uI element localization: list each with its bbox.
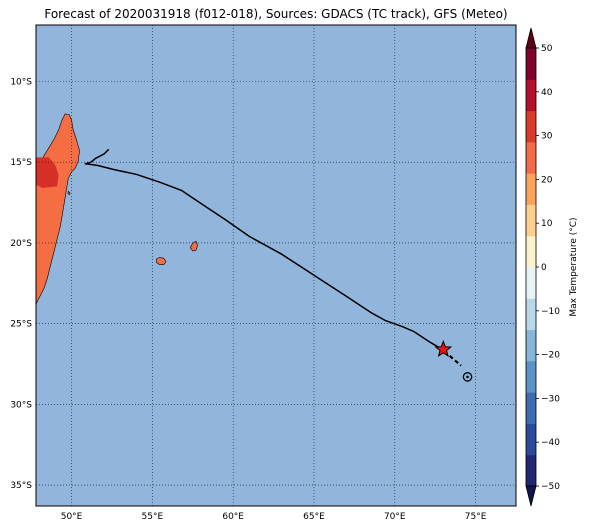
longitude-tick-label: 70°E xyxy=(384,512,406,522)
latitude-tick-label: 20°S xyxy=(10,239,32,249)
forecast-track-line xyxy=(448,355,462,367)
colorbar-tick-label: −30 xyxy=(541,394,560,404)
colorbar-segment xyxy=(526,173,536,205)
map-frame xyxy=(35,24,517,507)
graticule xyxy=(36,25,516,506)
forecast-position-dot xyxy=(466,375,469,379)
colorbar-tick-label: 30 xyxy=(541,132,553,142)
ocean xyxy=(36,25,516,506)
colorbar-segment xyxy=(526,204,536,237)
longitude-tick-label: 60°E xyxy=(222,512,244,522)
landmass-mauritius xyxy=(189,240,198,252)
colorbar-tick-label: 0 xyxy=(541,263,547,273)
latitude-tick-label: 35°S xyxy=(10,481,32,491)
cyclone-track-layer xyxy=(84,148,473,382)
colorbar-segment xyxy=(526,360,536,393)
colorbar-segment xyxy=(526,110,536,143)
longitude-tick-label: 50°E xyxy=(61,512,83,522)
latitude-tick-label: 10°S xyxy=(10,77,32,87)
colorbar-tick-label: −40 xyxy=(541,438,560,448)
latitude-ticks: 10°S 15°S 20°S 25°S 30°S 35°S xyxy=(10,77,32,491)
colorbar: 50 40 30 20 10 0 −10 −20 −30 −40 −50 Max Temperatur… xyxy=(525,27,579,507)
latitude-tick-label: 30°S xyxy=(10,400,32,410)
map-title: Forecast of 2020031918 (f012-018), Sourc… xyxy=(44,7,508,21)
land-layer xyxy=(36,113,198,305)
colorbar-segment xyxy=(526,141,536,174)
latitude-tick-label: 25°S xyxy=(10,320,32,330)
colorbar-segment xyxy=(526,79,536,112)
longitude-tick-label: 75°E xyxy=(465,512,487,522)
colorbar-tick-label: 20 xyxy=(541,175,553,185)
colorbar-min-extension xyxy=(525,485,537,507)
colorbar-tick-label: 10 xyxy=(541,219,553,229)
colorbar-max-extension xyxy=(525,27,537,49)
colorbar-segment xyxy=(526,298,536,331)
colorbar-tick-label: 40 xyxy=(541,88,553,98)
landmass-reunion xyxy=(156,257,167,266)
colorbar-segment xyxy=(526,235,536,268)
colorbar-segment xyxy=(526,48,536,80)
temperature-patch xyxy=(36,157,59,188)
cyclone-track-line xyxy=(84,148,444,351)
colorbar-segment xyxy=(526,329,536,362)
colorbar-segment xyxy=(526,454,536,487)
colorbar-tick-label: 50 xyxy=(541,44,553,54)
colorbar-tick-label: −20 xyxy=(541,351,560,361)
latitude-tick-label: 15°S xyxy=(10,158,32,168)
colorbar-segment xyxy=(526,267,536,299)
longitude-ticks: 50°E 55°E 60°E 65°E 70°E 75°E xyxy=(61,512,487,522)
colorbar-segment xyxy=(526,423,536,456)
longitude-tick-label: 55°E xyxy=(142,512,164,522)
map-area[interactable] xyxy=(35,24,517,507)
colorbar-label: Max Temperature (°C) xyxy=(569,217,579,316)
forecast-position-ring-icon[interactable] xyxy=(462,372,473,382)
current-position-star-icon[interactable] xyxy=(434,339,453,358)
longitude-tick-label: 65°E xyxy=(303,512,325,522)
colorbar-segment xyxy=(526,392,536,424)
landmass-ile-sainte-marie xyxy=(67,190,71,195)
colorbar-tick-label: −10 xyxy=(541,307,560,317)
colorbar-tick-label: −50 xyxy=(541,482,560,492)
